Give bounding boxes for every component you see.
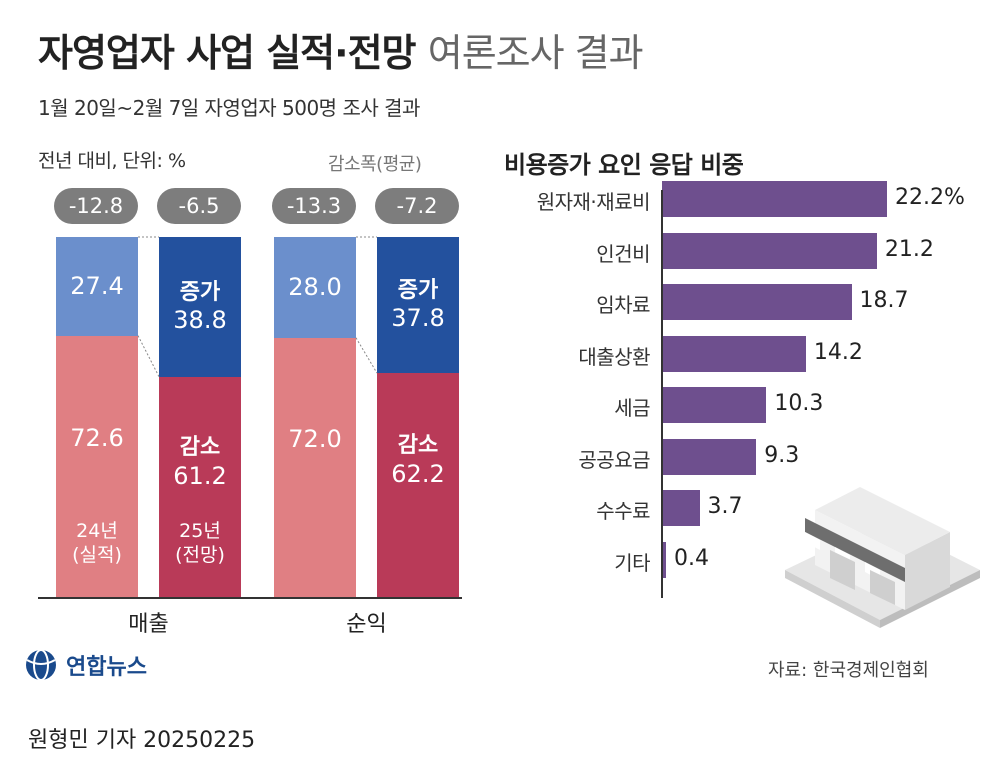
average-decline-pill: -7.2 — [375, 188, 459, 224]
series-label-increase: 증가 — [179, 279, 221, 305]
hbar-bar — [662, 490, 700, 526]
hbar-value-label: 21.2 — [884, 236, 934, 262]
reporter-credit: 원형민 기자 20250225 — [28, 728, 256, 753]
bar-segment-decrease: 72.6 — [56, 335, 138, 597]
data-label-increase: 38.8 — [173, 306, 227, 335]
average-decline-label: 감소폭(평균) — [328, 154, 422, 175]
hbar-value-label: 3.7 — [707, 494, 743, 519]
bar-segment-increase: 증가 38.8 — [159, 237, 241, 377]
stacked-chart-baseline — [38, 597, 462, 599]
decrease-label-block: 72.6 — [70, 424, 123, 452]
bar-segment-decrease: 감소 62.2 — [377, 373, 459, 597]
group-label: 매출 — [128, 612, 169, 637]
hbar-bar — [662, 387, 767, 423]
group-label: 순익 — [346, 612, 387, 637]
series-label-decrease: 감소 — [179, 435, 221, 461]
year-label-line: (전망) — [175, 543, 225, 566]
data-label-decrease: 62.2 — [391, 459, 445, 488]
data-label-increase: 28.0 — [288, 273, 342, 302]
hbar-category-label: 대출상환 — [578, 344, 650, 369]
hbar-bar — [662, 284, 852, 320]
hbar-bar — [662, 438, 757, 475]
average-decline-pill: -13.3 — [272, 188, 356, 224]
page-title: 자영업자 사업 실적·전망 여론조사 결과 — [38, 22, 644, 77]
yonhap-globe-icon — [26, 649, 56, 681]
connector-line — [137, 335, 160, 377]
connector-group — [137, 236, 378, 377]
year-label-line: 24년 — [76, 520, 118, 542]
series-label-increase: 증가 — [397, 277, 439, 303]
year-label: 25년 (전망) — [159, 520, 241, 568]
bar-segment-increase: 증가 37.8 — [377, 237, 459, 374]
data-label-increase: 27.4 — [70, 272, 124, 301]
hbar-bar — [662, 232, 877, 269]
hbar-value-label: 9.3 — [764, 442, 800, 468]
year-label-line: 25년 — [179, 520, 221, 542]
year-label-line: (실적) — [72, 543, 122, 566]
hbar-category-label: 세금 — [614, 396, 650, 420]
bar-segment-decrease: 72.0 — [274, 337, 356, 597]
source-note: 자료: 한국경제인협회 — [768, 660, 929, 681]
hbar-value-label: 10.3 — [774, 391, 824, 416]
hbar-category-label: 수수료 — [596, 499, 650, 523]
yonhap-logo: 연합뉴스 — [24, 648, 147, 682]
year-label: 24년 (실적) — [56, 520, 138, 568]
subtitle: 1월 20일~2월 7일 자영업자 500명 조사 결과 — [38, 96, 420, 120]
hbar-category-label: 임차료 — [596, 293, 650, 317]
series-label-decrease: 감소 — [397, 433, 439, 459]
bar-segment-decrease: 감소 61.2 — [159, 376, 241, 597]
bar-segment-increase: 28.0 — [274, 237, 356, 338]
data-label-decrease: 61.2 — [173, 461, 227, 490]
hbar-value-label: 14.2 — [813, 339, 863, 365]
data-label-decrease: 72.6 — [70, 423, 124, 452]
hbar-category-label: 원자재·재료비 — [536, 190, 651, 214]
decrease-label-block: 72.0 — [288, 425, 341, 453]
data-label-decrease: 72.0 — [288, 424, 342, 453]
store-illustration-icon — [785, 487, 980, 628]
decrease-label-block: 감소 62.2 — [391, 433, 444, 487]
data-label-increase: 37.8 — [391, 304, 445, 333]
decrease-label-block: 감소 61.2 — [173, 435, 226, 489]
hbar-value-label: 0.4 — [674, 545, 710, 571]
average-decline-pill: -6.5 — [157, 188, 241, 224]
hbar-category-label: 기타 — [614, 550, 650, 575]
hbar-value-label: 22.2% — [895, 185, 965, 210]
hbar-value-label: 18.7 — [859, 288, 909, 313]
connector-line — [355, 337, 378, 374]
hbar-category-label: 인건비 — [596, 241, 650, 266]
bar-segment-increase: 27.4 — [56, 237, 138, 336]
unit-note: 전년 대비, 단위: % — [38, 150, 186, 172]
title-main: 자영업자 사업 실적·전망 — [38, 31, 416, 75]
hbar-category-label: 공공요금 — [578, 447, 650, 472]
hbar-chart-title: 비용증가 요인 응답 비중 — [504, 151, 744, 179]
hbar-axis — [661, 190, 663, 598]
logo-text: 연합뉴스 — [66, 655, 147, 680]
hbar-bar — [662, 181, 887, 217]
average-decline-pill: -12.8 — [54, 188, 138, 224]
hbar-bar — [662, 335, 806, 372]
title-sub: 여론조사 결과 — [427, 31, 644, 75]
hbar-bar — [662, 541, 667, 578]
